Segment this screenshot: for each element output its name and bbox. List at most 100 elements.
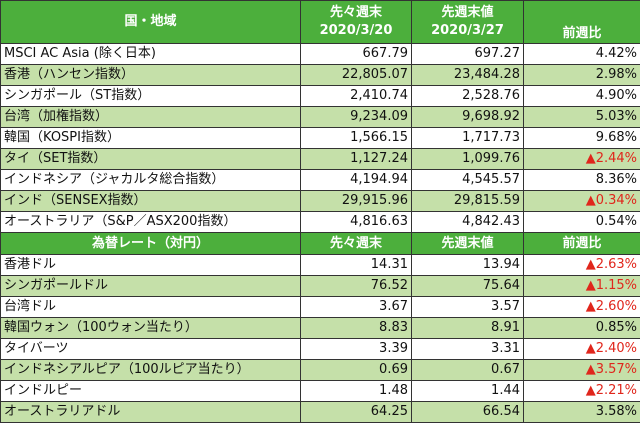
row-change: 4.42% [523, 43, 640, 65]
row-change: ▲2.63% [523, 254, 640, 276]
table-row: MSCI AC Asia (除く日本) 667.79 697.27 4.42% [0, 43, 640, 65]
row-prev: 23,484.28 [411, 64, 524, 86]
row-prev: 1,717.73 [411, 127, 524, 149]
row-name: 韓国ウォン（100ウォン当たり） [0, 317, 301, 339]
row-name: タイ（SET指数） [0, 148, 301, 170]
row-prev2: 3.39 [300, 338, 412, 360]
table-row: 韓国ウォン（100ウォン当たり） 8.83 8.91 0.85% [0, 317, 640, 339]
row-name: シンガポールドル [0, 275, 301, 297]
table-row: インドルピー 1.48 1.44 ▲2.21% [0, 380, 640, 402]
row-prev2: 64.25 [300, 401, 412, 423]
row-prev: 29,815.59 [411, 190, 524, 212]
fx-header-prev: 先週末値 [411, 232, 524, 255]
row-prev: 66.54 [411, 401, 524, 423]
header-change: 前週比 [523, 0, 640, 44]
header-prev2-date: 2020/3/20 [319, 23, 393, 38]
row-name: 台湾ドル [0, 296, 301, 318]
row-prev2: 4,194.94 [300, 169, 412, 191]
row-change: 0.54% [523, 211, 640, 233]
row-change: ▲2.21% [523, 380, 640, 402]
row-name: オーストラリア（S&P／ASX200指数） [0, 211, 301, 233]
table-row: タイバーツ 3.39 3.31 ▲2.40% [0, 338, 640, 360]
row-prev: 9,698.92 [411, 106, 524, 128]
row-name: タイバーツ [0, 338, 301, 360]
row-prev2: 1.48 [300, 380, 412, 402]
table-row: 台湾（加権指数） 9,234.09 9,698.92 5.03% [0, 106, 640, 128]
table-row: 香港（ハンセン指数） 22,805.07 23,484.28 2.98% [0, 64, 640, 86]
row-name: MSCI AC Asia (除く日本) [0, 43, 301, 65]
row-name: 香港ドル [0, 254, 301, 276]
row-change: 2.98% [523, 64, 640, 86]
row-change: ▲2.40% [523, 338, 640, 360]
header-region: 国・地域 [0, 0, 301, 44]
row-prev2: 1,566.15 [300, 127, 412, 149]
row-prev2: 29,915.96 [300, 190, 412, 212]
header-prev2: 先々週末 2020/3/20 [300, 0, 412, 44]
row-prev2: 667.79 [300, 43, 412, 65]
header-prev-date: 2020/3/27 [431, 23, 504, 38]
row-prev2: 22,805.07 [300, 64, 412, 86]
row-prev2: 1,127.24 [300, 148, 412, 170]
row-prev2: 2,410.74 [300, 85, 412, 107]
row-name: シンガポール（ST指数） [0, 85, 301, 107]
row-change: ▲0.34% [523, 190, 640, 212]
fx-header-row: 為替レート（対円） 先々週末 先週末値 前週比 [0, 232, 640, 255]
row-change: 8.36% [523, 169, 640, 191]
table-row: タイ（SET指数） 1,127.24 1,099.76 ▲2.44% [0, 148, 640, 170]
fx-header-region: 為替レート（対円） [0, 232, 301, 255]
row-prev: 1.44 [411, 380, 524, 402]
row-name: 香港（ハンセン指数） [0, 64, 301, 86]
header-prev-label: 先週末値 [441, 5, 494, 20]
row-prev: 697.27 [411, 43, 524, 65]
row-prev2: 14.31 [300, 254, 412, 276]
row-prev: 8.91 [411, 317, 524, 339]
table-row: シンガポール（ST指数） 2,410.74 2,528.76 4.90% [0, 85, 640, 107]
row-prev: 0.67 [411, 359, 524, 381]
row-prev: 3.57 [411, 296, 524, 318]
row-prev2: 4,816.63 [300, 211, 412, 233]
table-row: シンガポールドル 76.52 75.64 ▲1.15% [0, 275, 640, 297]
header-prev2-label: 先々週末 [329, 5, 382, 20]
row-name: インドルピー [0, 380, 301, 402]
row-name: インドネシアルピア（100ルピア当たり） [0, 359, 301, 381]
row-name: 韓国（KOSPI指数） [0, 127, 301, 149]
row-name: インドネシア（ジャカルタ総合指数） [0, 169, 301, 191]
table-row: 香港ドル 14.31 13.94 ▲2.63% [0, 254, 640, 276]
row-prev2: 0.69 [300, 359, 412, 381]
table-row: 韓国（KOSPI指数） 1,566.15 1,717.73 9.68% [0, 127, 640, 149]
row-change: ▲1.15% [523, 275, 640, 297]
row-prev2: 9,234.09 [300, 106, 412, 128]
row-prev: 4,545.57 [411, 169, 524, 191]
row-change: ▲3.57% [523, 359, 640, 381]
row-name: オーストラリアドル [0, 401, 301, 423]
fx-header-prev2: 先々週末 [300, 232, 412, 255]
row-change: ▲2.44% [523, 148, 640, 170]
indices-header-row: 国・地域 先々週末 2020/3/20 先週末値 2020/3/27 前週比 [0, 0, 640, 44]
row-change: 0.85% [523, 317, 640, 339]
table-row: インドネシアルピア（100ルピア当たり） 0.69 0.67 ▲3.57% [0, 359, 640, 381]
row-prev: 1,099.76 [411, 148, 524, 170]
row-prev: 2,528.76 [411, 85, 524, 107]
table-row: インドネシア（ジャカルタ総合指数） 4,194.94 4,545.57 8.36% [0, 169, 640, 191]
row-prev2: 8.83 [300, 317, 412, 339]
row-name: 台湾（加権指数） [0, 106, 301, 128]
table-row: オーストラリア（S&P／ASX200指数） 4,816.63 4,842.43 0.5… [0, 211, 640, 233]
row-prev: 4,842.43 [411, 211, 524, 233]
row-prev: 75.64 [411, 275, 524, 297]
row-prev: 3.31 [411, 338, 524, 360]
header-prev: 先週末値 2020/3/27 [411, 0, 524, 44]
row-change: 9.68% [523, 127, 640, 149]
table-row: オーストラリアドル 64.25 66.54 3.58% [0, 401, 640, 423]
row-change: 3.58% [523, 401, 640, 423]
fx-header-change: 前週比 [523, 232, 640, 255]
row-prev2: 3.67 [300, 296, 412, 318]
row-change: ▲2.60% [523, 296, 640, 318]
table-row: インド（SENSEX指数） 29,915.96 29,815.59 ▲0.34% [0, 190, 640, 212]
row-name: インド（SENSEX指数） [0, 190, 301, 212]
row-prev: 13.94 [411, 254, 524, 276]
row-change: 5.03% [523, 106, 640, 128]
row-prev2: 76.52 [300, 275, 412, 297]
row-change: 4.90% [523, 85, 640, 107]
table-row: 台湾ドル 3.67 3.57 ▲2.60% [0, 296, 640, 318]
